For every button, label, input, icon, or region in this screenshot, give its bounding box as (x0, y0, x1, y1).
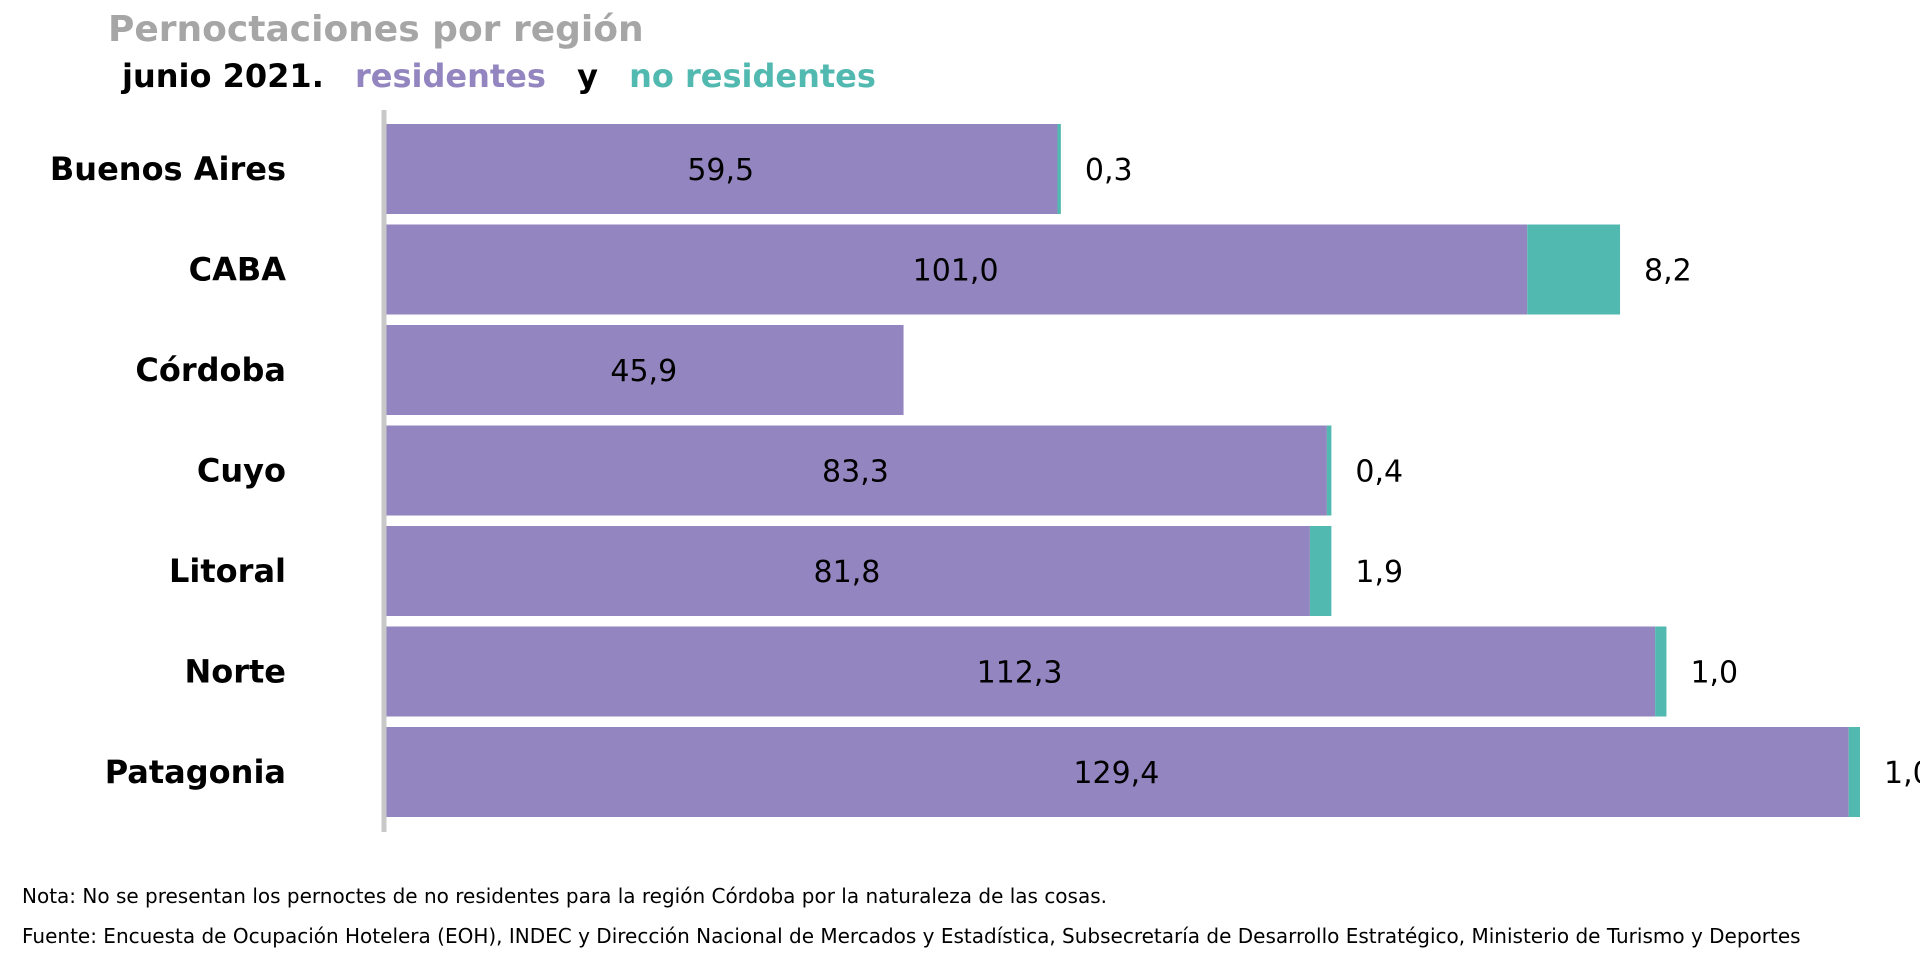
bar-no-residentes (1527, 224, 1621, 315)
value-label-residentes: 112,3 (977, 656, 1063, 691)
value-label-residentes: 129,4 (1073, 756, 1159, 791)
bar-residentes (384, 224, 1528, 315)
chart-title: Pernoctaciones por región (108, 9, 644, 50)
bar-residentes (384, 325, 904, 415)
value-label-no-residentes: 1,0 (1884, 756, 1920, 791)
bar-residentes (384, 124, 1058, 214)
bar-residentes (384, 526, 1310, 616)
bars-group: Buenos Aires 59,5 0,3 CABA 101,0 8,2 Córdoba 45… (50, 124, 1920, 817)
bar-residentes (384, 425, 1327, 516)
category-label: CABA (189, 251, 287, 289)
chart-subtitle: junio 2021. residentes y no residentes (120, 57, 876, 95)
legend-residentes: residentes (355, 57, 546, 95)
category-label: Buenos Aires (50, 150, 286, 188)
subtitle-conjunction: y (577, 57, 598, 95)
value-label-no-residentes: 0,3 (1085, 153, 1133, 188)
bar-residentes (384, 626, 1656, 717)
value-label-residentes: 59,5 (687, 153, 754, 188)
category-label: Patagonia (105, 753, 286, 791)
category-label: Litoral (169, 552, 286, 590)
category-label: Cuyo (197, 452, 286, 490)
category-label: Norte (184, 653, 286, 691)
chart-source: Fuente: Encuesta de Ocupación Hotelera (… (22, 924, 1801, 948)
legend-no-residentes: no residentes (629, 57, 876, 95)
bar-residentes (384, 727, 1849, 817)
bar-no-residentes (1057, 124, 1061, 214)
value-label-residentes: 81,8 (814, 555, 881, 590)
bar-no-residentes (1655, 626, 1667, 717)
value-label-residentes: 45,9 (610, 354, 677, 389)
chart-note: Nota: No se presentan los pernoctes de n… (22, 884, 1107, 908)
value-label-no-residentes: 1,0 (1690, 656, 1738, 691)
bar-no-residentes (1848, 727, 1860, 817)
value-label-residentes: 101,0 (913, 254, 999, 289)
bar-no-residentes (1326, 425, 1332, 516)
value-label-residentes: 83,3 (822, 455, 889, 490)
value-label-no-residentes: 0,4 (1355, 455, 1403, 490)
value-label-no-residentes: 8,2 (1644, 254, 1692, 289)
category-label: Córdoba (135, 351, 286, 389)
value-label-no-residentes: 1,9 (1355, 555, 1403, 590)
subtitle-prefix: junio 2021. (120, 57, 324, 95)
bar-no-residentes (1309, 526, 1332, 616)
